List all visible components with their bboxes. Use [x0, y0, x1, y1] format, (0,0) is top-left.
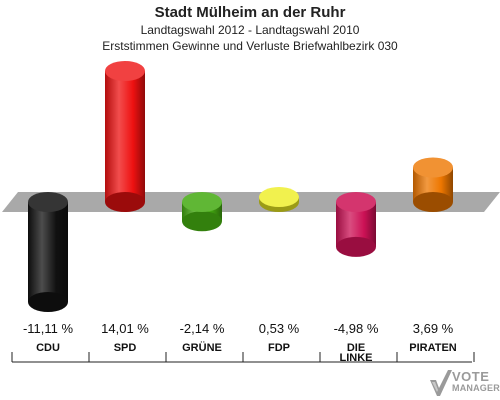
bar-top-cap: [28, 192, 68, 212]
chart-subtitle-2: Erststimmen Gewinne und Verluste Briefwa…: [102, 39, 398, 53]
value-label: 14,01 %: [101, 321, 149, 336]
chart-title: Stadt Mülheim an der Ruhr: [154, 4, 346, 21]
bar-top-cap: [105, 61, 145, 81]
bar-bottom-cap: [182, 211, 222, 232]
value-label: -4,98 %: [334, 321, 379, 336]
bar-bottom-cap: [105, 192, 145, 212]
category-label: GRÜNE: [182, 341, 222, 354]
bar-top-cap: [259, 187, 299, 208]
vote-manager-logo: VOTE MANAGER: [428, 367, 500, 397]
chart-subtitle: Landtagswahl 2012 - Landtagswahl 2010: [140, 23, 360, 37]
category-label: CDU: [36, 342, 60, 354]
bar-top-cap: [413, 157, 453, 178]
value-label: 3,69 %: [413, 321, 454, 336]
category-label: LINKE: [340, 352, 373, 364]
category-label: FDP: [268, 342, 290, 354]
value-label: -11,11 %: [23, 321, 74, 336]
category-label: PIRATEN: [409, 342, 457, 354]
value-label: -2,14 %: [180, 321, 225, 336]
bar-top-cap: [182, 192, 222, 212]
logo-text-manager: MANAGER: [452, 383, 500, 393]
logo-text-vote: VOTE: [452, 369, 490, 384]
checkmark-icon: [430, 370, 452, 396]
bar-bottom-cap: [28, 292, 68, 312]
bar-top-cap: [336, 192, 376, 212]
category-label: SPD: [114, 342, 137, 354]
bar-bottom-cap: [336, 236, 376, 257]
bar-bottom-cap: [413, 192, 453, 212]
value-label: 0,53 %: [259, 321, 300, 336]
category-label: DIE: [347, 342, 365, 354]
bar-cdu: [28, 202, 68, 302]
bar-spd: [105, 71, 145, 202]
